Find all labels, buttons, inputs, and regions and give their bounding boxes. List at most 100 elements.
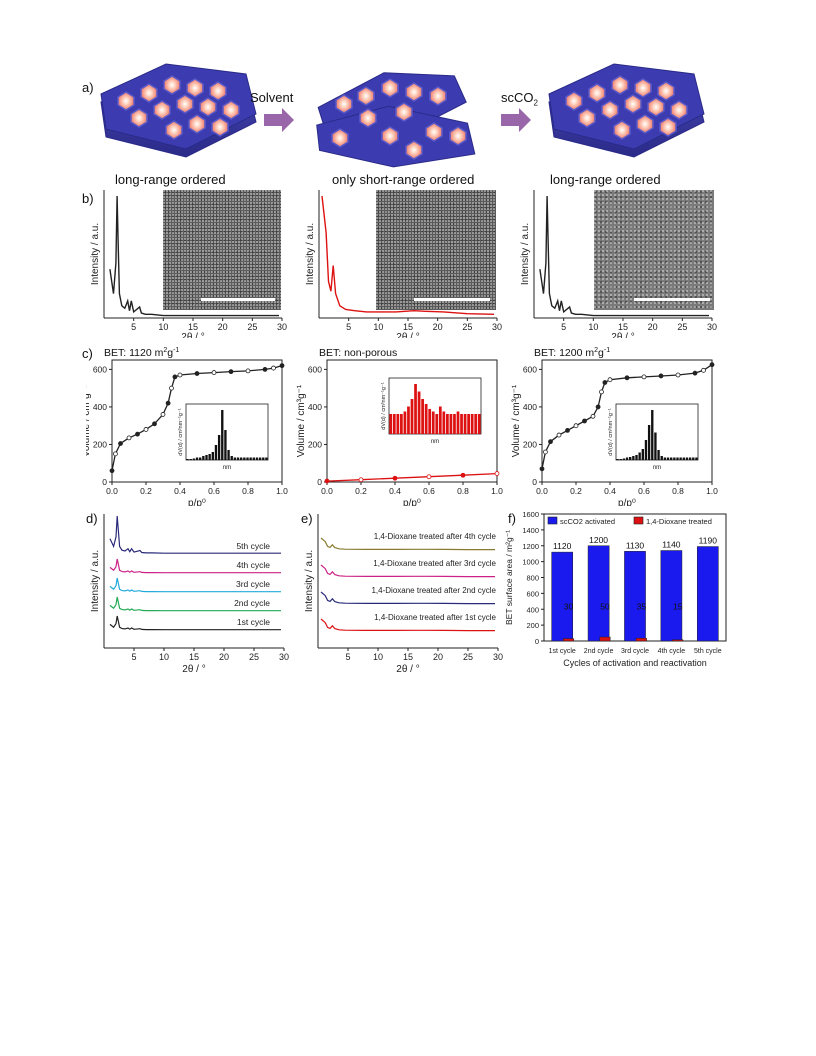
x-tick-label: 20 xyxy=(218,322,228,332)
inset-bar xyxy=(676,457,679,460)
isotherm-point xyxy=(160,412,166,417)
dioxane-label: 1,4-Dioxane treated after 4th cycle xyxy=(374,532,497,541)
inset-bar xyxy=(688,457,692,460)
y-tick-label: 1000 xyxy=(522,558,539,567)
x-tick-label: 15 xyxy=(618,322,628,332)
disordered-block xyxy=(316,72,476,168)
isotherm-point xyxy=(548,439,553,445)
x-tick-label: 30 xyxy=(493,652,503,662)
inset-bar xyxy=(400,414,403,434)
schematic-figure xyxy=(100,63,705,168)
y-tick-label: 400 xyxy=(523,402,537,412)
isotherm-point xyxy=(172,374,178,380)
inset-bar xyxy=(233,457,237,460)
panel-label-c: c) xyxy=(82,346,93,361)
isotherm-point xyxy=(324,478,330,484)
x-tick-label: 10 xyxy=(158,322,168,332)
x-tick-label: 5 xyxy=(131,652,136,662)
isotherm-point xyxy=(245,368,251,374)
x-tick-label: 2nd cycle xyxy=(584,648,614,655)
inset-bar xyxy=(644,440,648,460)
y-tick-label: 200 xyxy=(93,439,107,449)
cycle-curve xyxy=(109,515,281,554)
cycle-label: 3rd cycle xyxy=(236,579,270,589)
inset-bar xyxy=(474,414,478,434)
panel-label-e: e) xyxy=(301,511,313,526)
inset-bar xyxy=(695,457,698,460)
bet-unit-sup: 2 xyxy=(163,347,167,354)
isotherm-point xyxy=(211,370,217,375)
dioxane-curve xyxy=(320,564,495,578)
inset-bar xyxy=(654,432,657,460)
inset-bar xyxy=(389,414,393,434)
inset-bar xyxy=(435,414,439,434)
inset-bar xyxy=(692,457,695,460)
y-tick-label: 200 xyxy=(523,439,537,449)
y-axis-label: BET surface area / m²g⁻¹ xyxy=(504,530,514,625)
inset-bar xyxy=(635,455,638,460)
y-tick-label: 800 xyxy=(526,574,539,583)
inset-x-label: nm xyxy=(431,439,439,445)
tem-image-right xyxy=(594,190,714,310)
y-axis-label: Volume / cm³g⁻¹ xyxy=(296,384,307,457)
inset-bar xyxy=(428,409,432,434)
x-tick-label: 0.2 xyxy=(355,486,367,496)
x-tick-label: 30 xyxy=(277,322,287,332)
bar-value-label: 50 xyxy=(600,601,610,611)
x-tick-label: 25 xyxy=(249,652,259,662)
cycles-row: 5 10 15 20 25 30 2θ / ° Intensity / a.u. 5th cyc… xyxy=(90,510,727,675)
y-tick-label: 0 xyxy=(535,637,539,646)
bar-dioxane xyxy=(599,636,611,642)
inset-bar xyxy=(638,452,641,460)
inset-bar xyxy=(236,457,240,460)
sorption-row-c: BET: 1120 m2g-10.0 0.2 0.4 0.6 0.8 1.00200400… xyxy=(86,347,718,506)
x-axis-label: 2θ / ° xyxy=(396,332,419,338)
isotherm-point xyxy=(701,367,706,373)
isotherm-point xyxy=(228,369,234,375)
x-tick-label: 0.0 xyxy=(321,486,333,496)
caption-left: long-range ordered xyxy=(115,172,226,187)
inset-frame xyxy=(615,403,699,461)
dioxane-label: 1,4-Dioxane treated after 3rd cycle xyxy=(373,559,496,568)
plot-frame xyxy=(326,359,498,483)
x-tick-label: 0.2 xyxy=(570,486,582,496)
inset-bar xyxy=(249,457,252,460)
inset-bar xyxy=(431,411,435,434)
inset-bar xyxy=(660,456,663,460)
inset-bar xyxy=(410,399,414,434)
arrow-right-icon xyxy=(264,108,294,132)
inset-bar xyxy=(214,445,218,460)
inset-x-label: nm xyxy=(223,465,231,471)
inset-bar xyxy=(221,410,224,460)
xrd-curve xyxy=(539,195,709,317)
tem-image-middle xyxy=(376,190,496,310)
isotherm-point xyxy=(392,475,398,481)
inset-bar xyxy=(679,457,682,460)
x-tick-label: 0.4 xyxy=(174,486,186,496)
caption-right: long-range ordered xyxy=(550,172,661,187)
isotherm-point xyxy=(460,472,466,478)
inset-y-label: dV(d) / cm³nm⁻¹g⁻¹ xyxy=(178,408,184,456)
panel-label-b: b) xyxy=(82,191,94,206)
bet-unit-sup: 2 xyxy=(594,347,598,354)
bet-unit-exp: -1 xyxy=(604,347,610,354)
bet-title: BET: 1200 m2g-1 xyxy=(534,347,610,359)
inset-bar xyxy=(470,414,474,434)
x-tick-label: 15 xyxy=(403,652,413,662)
dioxane-curve xyxy=(320,591,495,605)
x-tick-label: 10 xyxy=(373,322,383,332)
x-tick-label: 5 xyxy=(561,322,566,332)
x-tick-label: 15 xyxy=(188,322,198,332)
inset-bar xyxy=(202,456,205,460)
cycle-curve xyxy=(109,615,281,631)
bar-value-label: 1120 xyxy=(553,541,572,551)
dioxane-label: 1,4-Dioxane treated after 2nd cycle xyxy=(371,586,496,595)
cycle-curve xyxy=(109,596,281,612)
inset-bar xyxy=(243,457,246,460)
bar-value-label: 30 xyxy=(564,601,574,611)
bet-unit-g: g xyxy=(598,347,604,359)
x-axis-label: 2θ / ° xyxy=(181,332,204,338)
x-tick-label: 5 xyxy=(346,322,351,332)
x-tick-label: 20 xyxy=(433,322,443,332)
inset-bar xyxy=(629,457,632,460)
